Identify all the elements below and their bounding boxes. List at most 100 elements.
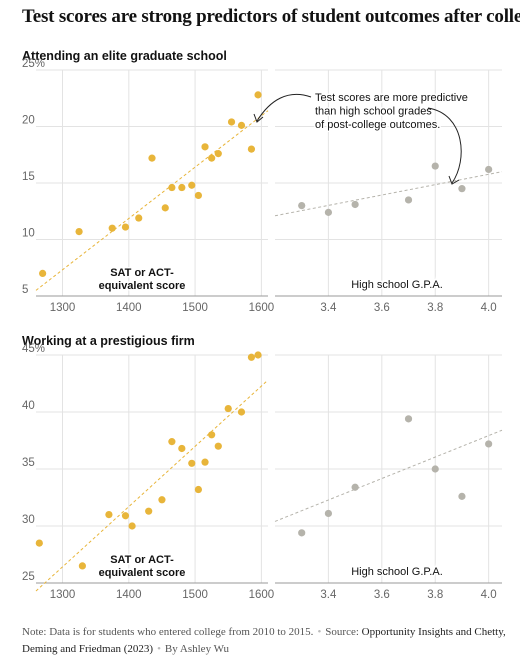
note-text: Note: Data is for students who entered c… — [22, 626, 314, 638]
data-point — [35, 539, 43, 547]
data-point — [201, 458, 209, 466]
footnote: Note: Data is for students who entered c… — [22, 626, 506, 655]
x-axis-title: SAT or ACT- — [110, 554, 174, 566]
x-tick-label: 3.6 — [374, 589, 390, 601]
panel-title-prestigious-firm: Working at a prestigious firm — [22, 334, 195, 348]
source-prefix: Source: — [325, 626, 359, 638]
y-tick-label: 30 — [22, 514, 35, 526]
data-point — [298, 202, 306, 210]
x-tick-label: 1500 — [182, 302, 208, 314]
data-point — [431, 465, 439, 473]
data-point — [121, 223, 130, 231]
x-tick-label: 3.4 — [320, 589, 337, 601]
data-point — [214, 150, 222, 158]
x-axis-title: equivalent score — [99, 567, 186, 579]
trendline — [35, 379, 269, 592]
annotation-arrow-left — [256, 93, 312, 122]
data-point — [208, 431, 216, 439]
x-tick-label: 1300 — [50, 302, 76, 314]
trendline — [35, 110, 269, 291]
data-point — [324, 509, 333, 518]
x-tick-label: 3.8 — [427, 589, 443, 601]
data-point — [351, 483, 359, 491]
data-point — [247, 145, 256, 153]
source-text: Opportunity Insights and Chetty, Deming … — [22, 626, 506, 655]
data-point — [128, 522, 136, 530]
data-point — [214, 442, 222, 450]
data-point — [135, 214, 143, 222]
data-point — [105, 510, 113, 519]
data-point — [78, 562, 86, 570]
panel-3: 25 30 35 40 45% 1300 1400 1500 1600 SAT or ACT-eq… — [22, 343, 274, 601]
data-point — [431, 162, 439, 170]
x-tick-label: 1400 — [116, 302, 142, 314]
x-axis-title: High school G.P.A. — [351, 566, 443, 578]
data-point — [404, 415, 413, 423]
panel-4: 3.4 3.6 3.8 4.0 High school G.P.A. — [274, 354, 503, 601]
data-point — [75, 227, 83, 236]
x-tick-label: 3.4 — [320, 302, 337, 314]
panel-1: 5 10 15 20 25% 1300 1400 1500 1600 SAT or ACT-equ… — [22, 58, 274, 314]
y-tick-label: 20 — [22, 115, 35, 127]
data-point — [194, 485, 202, 494]
annotation-arrow-right — [427, 107, 462, 184]
data-point — [485, 165, 493, 174]
data-point — [108, 224, 116, 232]
y-tick-label: 15 — [22, 171, 35, 183]
data-point — [158, 496, 166, 504]
data-point — [145, 507, 153, 515]
data-point — [188, 181, 196, 189]
data-point — [298, 529, 306, 537]
x-tick-label: 3.6 — [374, 302, 390, 314]
data-point — [227, 118, 236, 126]
panel-2: 3.4 3.6 3.8 4.0 High school G.P.A. Test score… — [253, 69, 503, 314]
data-point — [224, 404, 232, 413]
data-point — [39, 269, 47, 277]
x-tick-label: 1600 — [249, 302, 275, 314]
x-axis-title: SAT or ACT- — [110, 267, 174, 279]
x-tick-label: 1300 — [50, 589, 76, 601]
data-point — [178, 183, 186, 192]
trendline — [274, 429, 503, 522]
data-point — [178, 444, 186, 453]
byline: By Ashley Wu — [164, 643, 230, 655]
x-tick-label: 4.0 — [481, 302, 497, 314]
x-tick-label: 3.8 — [427, 302, 443, 314]
x-tick-label: 1400 — [116, 589, 142, 601]
y-tick-label: 5 — [22, 284, 28, 296]
annotation-arrowhead-left — [253, 113, 264, 123]
data-point — [194, 191, 202, 200]
data-point — [148, 154, 156, 162]
data-point — [254, 351, 262, 359]
data-point — [208, 154, 216, 162]
data-point — [168, 183, 176, 192]
data-point — [188, 459, 196, 467]
data-point — [168, 438, 176, 446]
data-point — [404, 196, 413, 204]
data-point — [458, 185, 466, 193]
annotation-arrowhead-right — [448, 175, 460, 185]
data-point — [351, 200, 359, 209]
y-tick-label: 25 — [22, 571, 35, 583]
y-tick-label: 10 — [22, 228, 35, 240]
data-point — [324, 208, 333, 216]
data-point — [485, 440, 493, 448]
data-point — [254, 91, 262, 99]
x-axis-title: High school G.P.A. — [351, 279, 443, 291]
x-tick-label: 1500 — [182, 589, 208, 601]
annotation-text: than high school grades — [315, 106, 432, 118]
chart-title: Test scores are strong predictors of stu… — [22, 6, 520, 27]
data-point — [458, 492, 466, 500]
x-tick-label: 4.0 — [481, 589, 497, 601]
trendline — [274, 171, 503, 217]
y-tick-label: 45% — [22, 343, 45, 355]
y-tick-label: 35 — [22, 457, 35, 469]
annotation-text: Test scores are more predictive — [315, 92, 468, 104]
x-tick-label: 1600 — [249, 589, 275, 601]
panel-title-grad-school: Attending an elite graduate school — [22, 49, 227, 63]
y-tick-label: 40 — [22, 400, 35, 412]
data-point — [237, 121, 246, 129]
data-point — [247, 353, 256, 361]
data-point — [121, 512, 130, 520]
